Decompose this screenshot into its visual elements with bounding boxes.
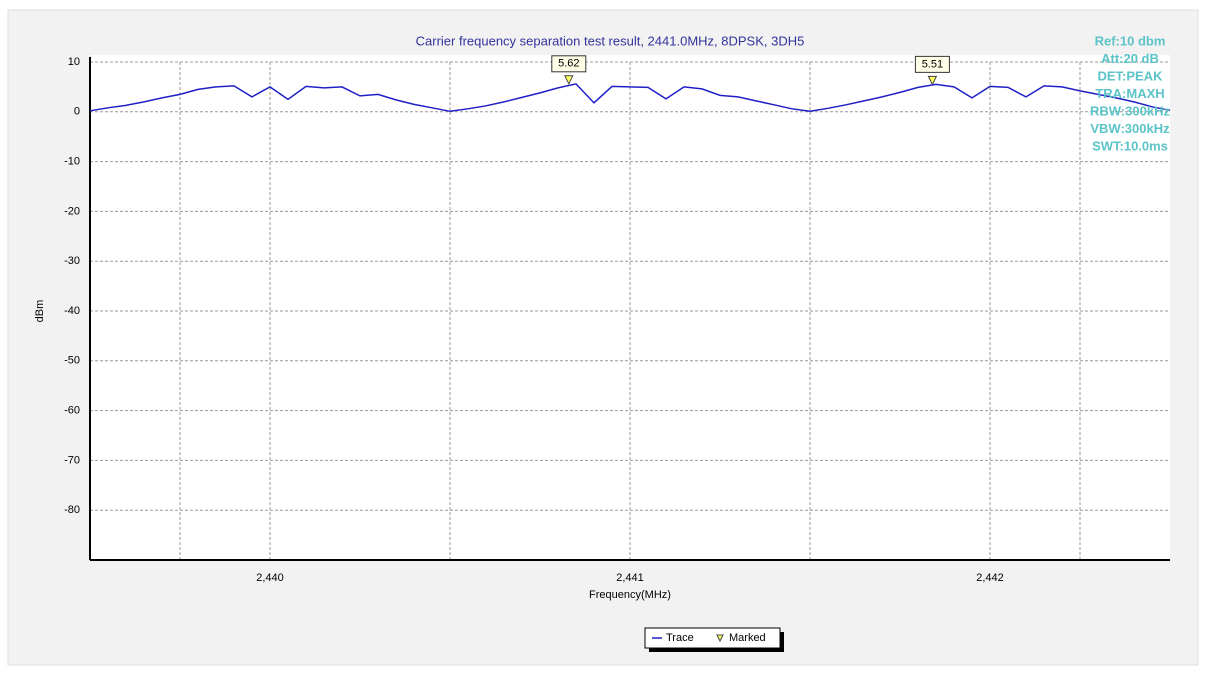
y-tick-label: -70 xyxy=(64,454,80,466)
marker xyxy=(927,75,938,86)
setting-text: VBW:300kHz xyxy=(1090,121,1170,136)
setting-text: Ref:10 dbm xyxy=(1095,33,1166,48)
x-tick-label: 2,442 xyxy=(976,572,1004,584)
chart-title: Carrier frequency separation test result… xyxy=(416,33,805,48)
y-tick-label: -20 xyxy=(64,205,80,217)
y-tick-label: -10 xyxy=(64,156,80,168)
legend-label: Trace xyxy=(666,632,694,644)
legend-label: Marked xyxy=(729,632,766,644)
marker-label: 5.51 xyxy=(922,58,943,70)
y-tick-label: -40 xyxy=(64,305,80,317)
legend-marker xyxy=(716,634,724,643)
setting-text: DET:PEAK xyxy=(1097,68,1163,83)
y-tick-label: -60 xyxy=(64,405,80,417)
legend-box xyxy=(644,627,781,649)
setting-text: SWT:10.0ms xyxy=(1092,138,1168,153)
setting-text: RBW:300kHz xyxy=(1090,103,1170,118)
y-tick-label: -50 xyxy=(64,355,80,367)
marker-label: 5.62 xyxy=(558,58,579,70)
setting-text: Att:20 dB xyxy=(1101,51,1159,66)
setting-text: TRA:MAXH xyxy=(1095,86,1164,101)
marker-label-box xyxy=(551,55,587,73)
y-tick-label: -30 xyxy=(64,255,80,267)
x-axis-label: Frequency(MHz) xyxy=(589,589,671,601)
x-tick-label: 2,440 xyxy=(256,572,284,584)
marker-label-box xyxy=(914,55,950,73)
y-axis-label: dBm xyxy=(34,300,46,323)
marker xyxy=(563,75,574,85)
y-tick-label: 0 xyxy=(74,106,80,118)
x-tick-label: 2,441 xyxy=(616,572,644,584)
y-tick-label: -80 xyxy=(64,504,80,516)
y-tick-label: 10 xyxy=(68,56,80,68)
trace-line xyxy=(89,83,1171,113)
